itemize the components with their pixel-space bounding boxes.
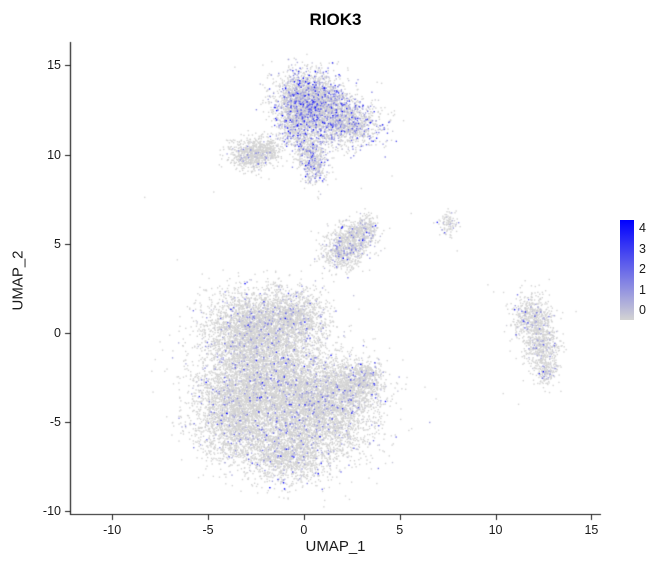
x-tick-label: 15: [584, 523, 599, 537]
x-tick-label: -10: [103, 523, 122, 537]
y-tick-label: 0: [54, 325, 61, 340]
legend-tick-label: 3: [639, 241, 646, 256]
y-tick-label: 10: [47, 147, 61, 162]
x-axis-label: UMAP_1: [305, 538, 366, 555]
x-tick-label: -5: [202, 523, 214, 537]
legend-tick-label: 2: [639, 262, 646, 276]
plot-title: RIOK3: [309, 10, 362, 29]
y-tick-label: 5: [54, 236, 61, 251]
legend-gradient-bar: [620, 220, 634, 320]
x-tick-label: 10: [488, 523, 503, 537]
legend-tick-label: 4: [639, 221, 646, 235]
x-tick-label: 5: [396, 523, 404, 537]
y-tick-label: -5: [49, 415, 61, 430]
y-axis-label: UMAP_2: [9, 250, 27, 311]
legend-tick-label: 0: [639, 303, 646, 317]
y-tick-label: -10: [42, 504, 61, 519]
y-tick-label: 15: [47, 58, 61, 73]
x-tick-label: 0: [300, 523, 308, 537]
color-legend: 4 3 2 1 0: [620, 218, 670, 328]
legend-tick-label: 1: [639, 282, 646, 297]
